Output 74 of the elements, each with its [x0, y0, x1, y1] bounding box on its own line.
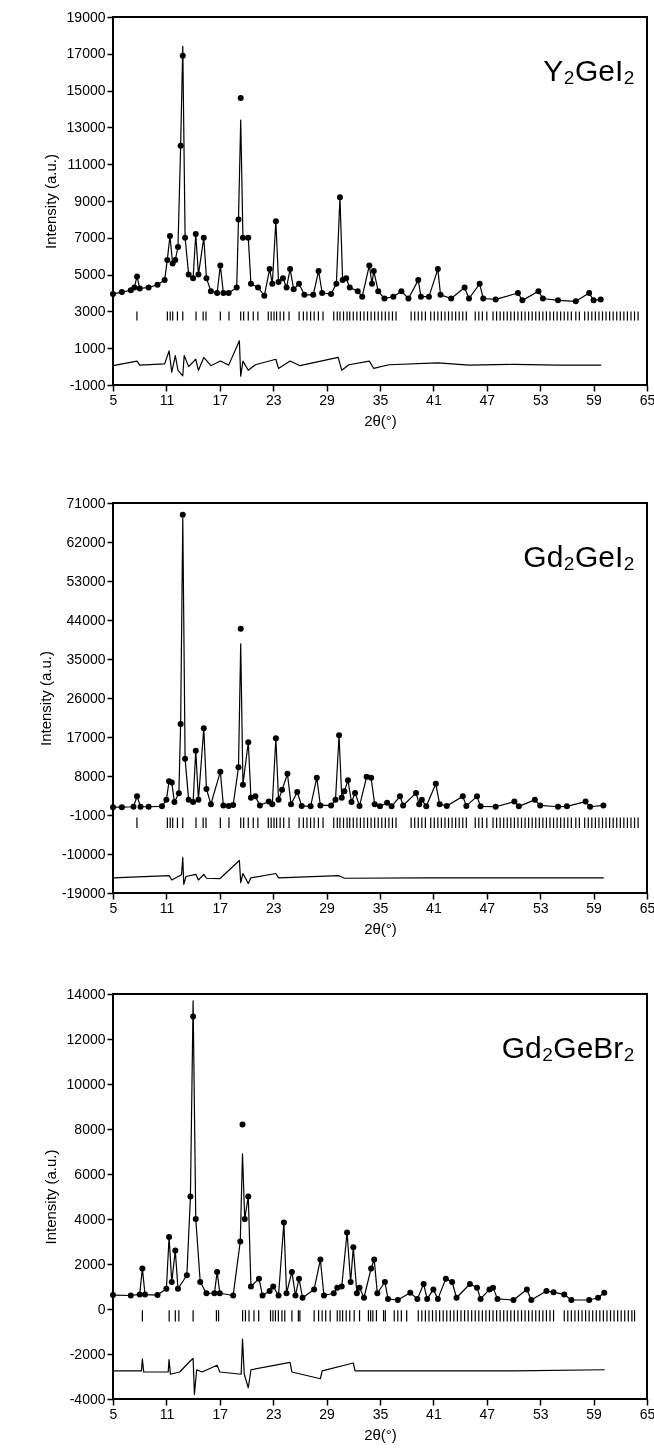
- y-tick-label: 62000: [66, 533, 106, 550]
- y-tick-label: 13000: [66, 118, 106, 135]
- y-tick-label: -19000: [61, 884, 106, 901]
- y-tick-label: 44000: [66, 611, 106, 628]
- y-tick-label: 11000: [67, 155, 106, 172]
- y-axis-title: Intensity (a.u.): [41, 153, 59, 250]
- x-tick-label: 35: [372, 1405, 389, 1422]
- x-tick-label: 11: [159, 391, 175, 408]
- x-axis-title: 2θ(°): [364, 1425, 397, 1443]
- x-tick-label: 23: [265, 1405, 282, 1422]
- x-tick-label: 17: [212, 391, 229, 408]
- x-tick-label: 53: [532, 1405, 549, 1422]
- y-tick-label: 6000: [74, 1165, 106, 1182]
- x-tick-label: 29: [319, 1405, 336, 1422]
- x-tick-label: 47: [479, 899, 496, 916]
- x-tick-label: 17: [212, 899, 229, 916]
- y-tick-label: 0: [97, 1300, 106, 1317]
- y-tick-label: 8000: [74, 1120, 106, 1137]
- x-tick-label: 59: [586, 1405, 603, 1422]
- x-tick-label: 23: [265, 391, 282, 408]
- x-tick-label: 11: [159, 1405, 175, 1422]
- x-tick-label: 59: [586, 899, 603, 916]
- x-tick-label: 11: [159, 899, 175, 916]
- y-tick-label: 17000: [66, 728, 106, 745]
- text: Y₂GeI₂: [543, 54, 635, 87]
- x-tick-label: 5: [109, 899, 118, 916]
- x-tick-label: 53: [532, 391, 549, 408]
- y-tick-label: -10000: [61, 845, 106, 862]
- x-tick-label: 47: [479, 1405, 496, 1422]
- text: Gd₂GeI₂: [523, 540, 635, 573]
- x-axis-title: 2θ(°): [364, 919, 397, 937]
- y-tick-label: 14000: [66, 985, 106, 1002]
- x-tick-label: 59: [586, 391, 603, 408]
- y-tick-label: 12000: [66, 1030, 106, 1047]
- x-tick-label: 53: [532, 899, 549, 916]
- y-tick-label: 8000: [74, 767, 106, 784]
- y-axis-title: Intensity (a.u.): [41, 1149, 59, 1245]
- y-tick-label: -2000: [69, 1345, 106, 1362]
- y-tick-label: 3000: [74, 302, 106, 319]
- x-tick-label: 65: [639, 899, 654, 916]
- y-tick-label: 7000: [74, 229, 106, 246]
- x-tick-label: 29: [319, 391, 336, 408]
- y-tick-label: -1000: [69, 806, 106, 823]
- x-tick-label: 65: [639, 1405, 654, 1422]
- y-tick-label: 71000: [66, 494, 106, 511]
- y-tick-label: -4000: [69, 1390, 106, 1407]
- y-tick-label: 2000: [74, 1255, 106, 1272]
- x-tick-label: 5: [109, 1405, 118, 1422]
- x-axis-title: 2θ(°): [364, 411, 397, 429]
- y-tick-label: 53000: [66, 572, 106, 589]
- x-tick-label: 65: [639, 391, 654, 408]
- y-tick-label: 10000: [66, 1075, 106, 1092]
- x-tick-label: 41: [426, 1405, 442, 1422]
- y-tick-label: 26000: [66, 689, 106, 706]
- x-tick-label: 5: [109, 391, 118, 408]
- x-tick-label: 41: [426, 899, 442, 916]
- x-tick-label: 35: [372, 391, 389, 408]
- y-tick-label: 5000: [74, 266, 106, 283]
- x-tick-label: 23: [265, 899, 282, 916]
- y-tick-label: 1000: [74, 339, 106, 356]
- y-tick-label: 4000: [74, 1210, 106, 1227]
- y-tick-label: 9000: [74, 192, 106, 209]
- y-tick-label: -1000: [69, 376, 106, 393]
- x-tick-label: 47: [479, 391, 496, 408]
- y-tick-label: 17000: [66, 45, 106, 62]
- x-tick-label: 29: [319, 899, 336, 916]
- x-tick-label: 35: [372, 899, 389, 916]
- text: Gd₂GeBr₂: [501, 1031, 635, 1064]
- y-tick-label: 35000: [66, 650, 106, 667]
- x-tick-label: 41: [426, 391, 442, 408]
- y-tick-label: 15000: [66, 82, 106, 99]
- y-tick-label: 19000: [66, 8, 106, 25]
- y-axis-title: Intensity (a.u.): [36, 650, 54, 747]
- x-tick-label: 17: [212, 1405, 229, 1422]
